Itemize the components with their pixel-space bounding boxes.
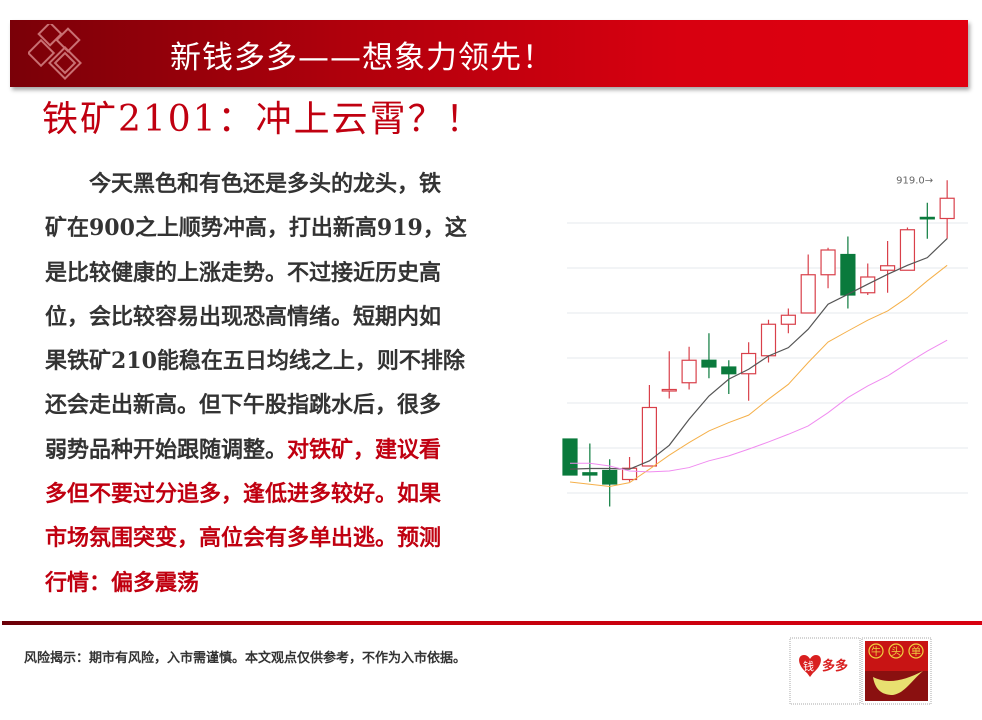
candle-body (741, 352, 757, 375)
article-body: 今天黑色和有色还是多头的龙头，铁 矿在900之上顺势冲高，打出新高919，这 是比较… (45, 162, 545, 605)
text-line: 果铁矿210能稳在五日均线之上，则不排除 (45, 339, 545, 383)
candle-body (562, 438, 578, 476)
candle-body (919, 216, 935, 220)
ma10-line (569, 264, 948, 487)
candle-body (800, 274, 816, 314)
divider (2, 621, 982, 625)
heart-logo-icon (799, 655, 821, 677)
candle-body (899, 229, 916, 271)
candle-body (820, 249, 836, 276)
candle-body (621, 467, 638, 481)
candle-body (760, 323, 777, 357)
highlighted-text: 行情：偏多震荡 (45, 569, 200, 596)
text-line: 矿在900之上顺势冲高，打出新高919，这 (45, 206, 545, 250)
svg-text:多多: 多多 (822, 658, 848, 674)
text-line: 今天黑色和有色还是多头的龙头，铁 (45, 162, 545, 206)
text-segment: 矿在900之上顺势冲高，打出新高919，这 (45, 215, 467, 242)
text-segment: 还会走出新高。但下午股指跳水后，很多 (45, 392, 442, 419)
text-segment: 是比较健康的上涨走势。不过接近历史高 (45, 259, 442, 286)
candle-body (880, 265, 896, 271)
text-line: 市场氛围突变，高位会有多单出逃。预测 (45, 516, 545, 560)
candlestick-chart: 919.0→ (562, 175, 968, 507)
text-line: 位，会比较容易出现恐高情绪。短期内如 (45, 295, 545, 339)
text-segment: 果铁矿210能稳在五日均线之上，则不排除 (45, 348, 465, 375)
candle-body (661, 388, 677, 392)
diamond-pattern-logo (28, 24, 82, 80)
banner-title: 新钱多多——想象力领先！ (170, 40, 554, 76)
header-banner: 新钱多多——想象力领先！ (10, 20, 968, 87)
text-line: 行情：偏多震荡 (45, 561, 545, 605)
text-segment: 今天黑色和有色还是多头的龙头，铁 (45, 171, 442, 197)
candle-body (721, 366, 737, 375)
text-line: 是比较健康的上涨走势。不过接近历史高 (45, 251, 545, 295)
bull-horn-icon (873, 671, 923, 695)
risk-disclaimer: 风险揭示：期市有风险，入市需谨慎。本文观点仅供参考，不作为入市依据。 (24, 651, 467, 666)
text-segment: 位，会比较容易出现恐高情绪。短期内如 (45, 303, 442, 330)
text-line: 还会走出新高。但下午股指跳水后，很多 (45, 383, 545, 427)
highlighted-text: 对铁矿，建议看 (287, 436, 442, 463)
svg-text:单: 单 (911, 646, 921, 658)
candle-body (641, 406, 658, 467)
candle-body (681, 359, 697, 384)
page-title: 铁矿2101：冲上云霄？！ (42, 99, 484, 140)
candle-body (701, 359, 717, 368)
ma5-line (569, 238, 948, 470)
svg-text:牛: 牛 (871, 645, 881, 658)
svg-text:钱: 钱 (803, 659, 814, 673)
brand-logos: 钱 多多 牛 头 单 (789, 637, 932, 705)
highlighted-text: 多但不要过分追多，逢低进多较好。如果 (45, 481, 442, 508)
candle-body (780, 314, 796, 325)
candle-body (840, 253, 856, 296)
candle-body (939, 197, 955, 220)
text-line: 多但不要过分追多，逢低进多较好。如果 (45, 472, 545, 516)
candle-body (860, 276, 876, 294)
candle-body (602, 469, 618, 485)
text-segment: 弱势品种开始跟随调整。 (45, 436, 288, 463)
candle-body (582, 472, 598, 476)
ma20-line (570, 339, 948, 473)
highlighted-text: 市场氛围突变，高位会有多单出逃。预测 (45, 525, 442, 552)
text-line: 弱势品种开始跟随调整。对铁矿，建议看 (45, 428, 545, 472)
svg-text:头: 头 (891, 646, 901, 658)
high-price-label: 919.0→ (896, 175, 933, 186)
